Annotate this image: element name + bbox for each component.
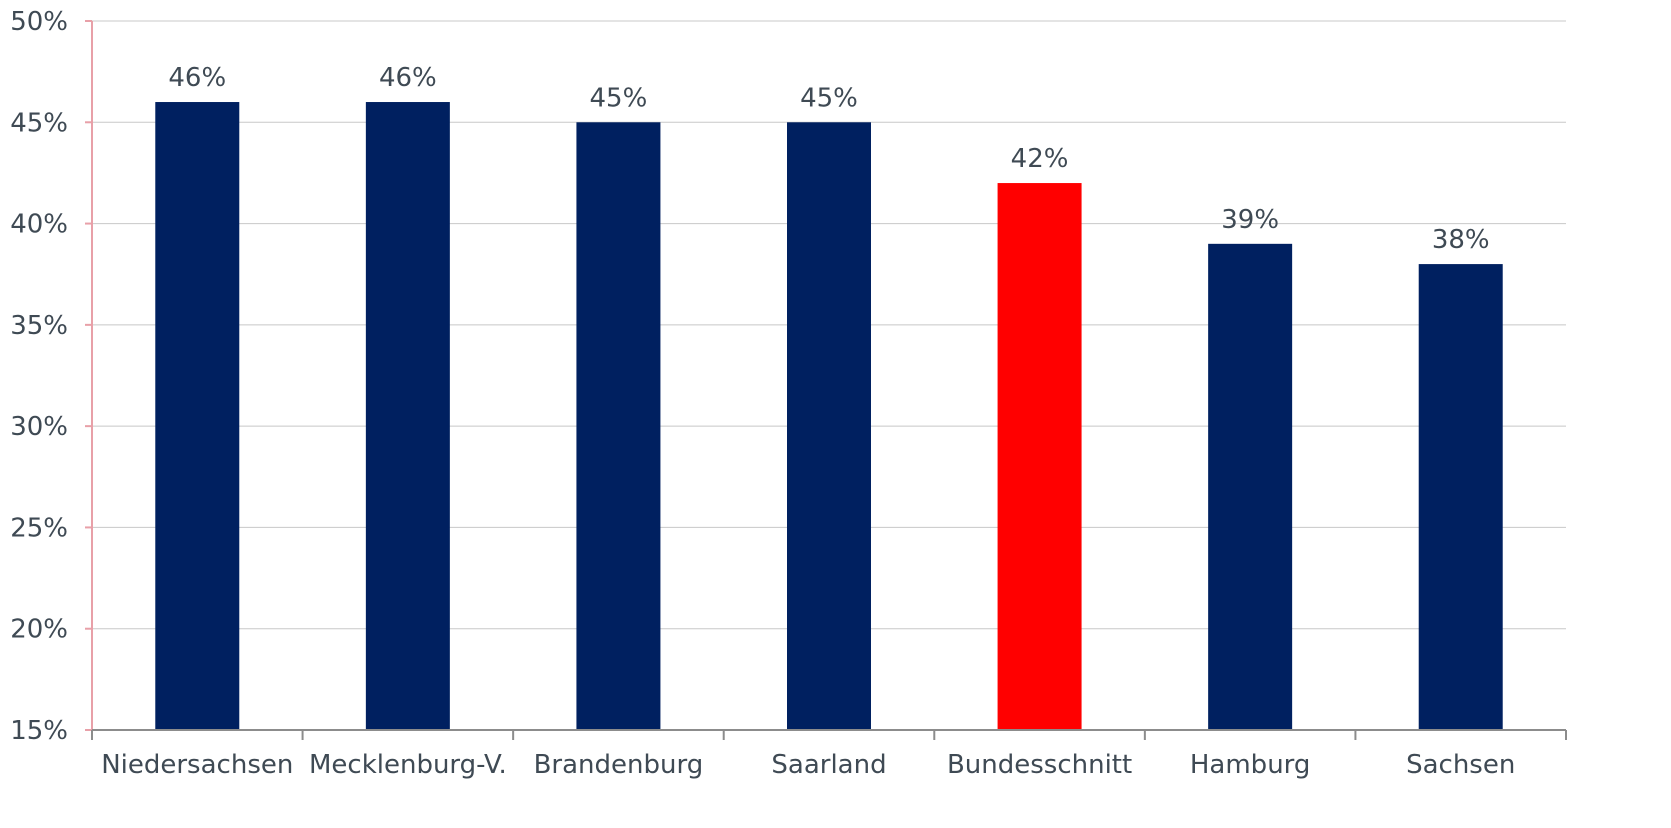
bar xyxy=(576,122,661,731)
bar xyxy=(1418,264,1503,730)
axes xyxy=(85,20,1567,740)
x-category-label: Saarland xyxy=(771,750,886,780)
y-axis-tick-labels: 15% 20% 25% 30% 35% 40% 45% 50% xyxy=(10,7,68,746)
x-category-label: Bundesschnitt xyxy=(947,750,1132,780)
y-tick-label: 20% xyxy=(10,615,68,645)
bar xyxy=(155,102,240,731)
x-category-label: Sachsen xyxy=(1406,750,1515,780)
x-category-label: Niedersachsen xyxy=(101,750,293,780)
bar xyxy=(1208,243,1293,731)
data-label: 46% xyxy=(168,63,226,93)
y-tick-label: 45% xyxy=(10,108,68,138)
data-label: 45% xyxy=(590,83,648,113)
x-category-label: Hamburg xyxy=(1190,750,1311,780)
bar xyxy=(997,183,1082,731)
data-label: 39% xyxy=(1221,205,1279,235)
bar xyxy=(787,122,871,731)
y-tick-label: 30% xyxy=(10,412,68,442)
y-tick-label: 15% xyxy=(10,716,68,746)
bars xyxy=(155,102,1503,731)
data-label: 45% xyxy=(800,83,858,113)
data-label: 42% xyxy=(1011,144,1069,174)
x-axis-category-labels: Niedersachsen Mecklenburg-V. Brandenburg Sa… xyxy=(101,750,1515,780)
y-tick-label: 25% xyxy=(10,513,68,543)
data-labels: 46% 46% 45% 45% 42% 39% 38% xyxy=(168,63,1489,255)
bar xyxy=(365,102,450,731)
data-label: 46% xyxy=(379,63,437,93)
y-tick-label: 50% xyxy=(10,7,68,37)
data-label: 38% xyxy=(1432,225,1490,255)
x-category-label: Brandenburg xyxy=(534,750,704,780)
x-category-label: Mecklenburg-V. xyxy=(309,750,507,780)
y-tick-label: 40% xyxy=(10,210,68,240)
y-tick-label: 35% xyxy=(10,311,68,341)
